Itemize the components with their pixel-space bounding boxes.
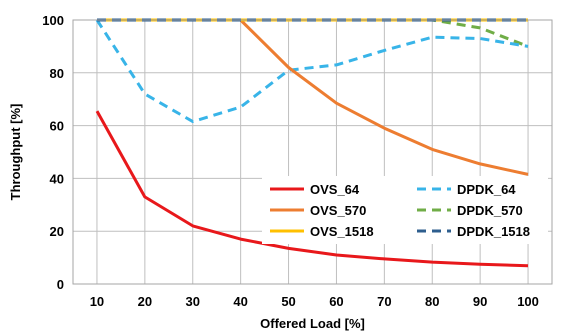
y-axis-ticks: 0 20 40 60 80 100 bbox=[42, 13, 64, 292]
y-tick-label: 40 bbox=[50, 171, 64, 186]
legend: OVS_64 OVS_570 OVS_1518 DPDK_64 DPDK_570 DPDK… bbox=[262, 176, 548, 244]
x-tick-label: 30 bbox=[186, 294, 200, 309]
series-line-dpdk-570 bbox=[97, 18, 529, 48]
legend-label: DPDK_64 bbox=[457, 182, 516, 197]
y-tick-label: 20 bbox=[50, 224, 64, 239]
x-tick-label: 50 bbox=[281, 294, 295, 309]
series-line-ovs-570 bbox=[97, 18, 529, 176]
x-tick-label: 100 bbox=[517, 294, 539, 309]
x-tick-label: 80 bbox=[425, 294, 439, 309]
x-tick-label: 20 bbox=[138, 294, 152, 309]
x-tick-label: 40 bbox=[233, 294, 247, 309]
grid-lines bbox=[73, 19, 552, 285]
series-line-dpdk-64 bbox=[95, 19, 529, 124]
legend-label: DPDK_1518 bbox=[457, 224, 530, 239]
x-tick-label: 60 bbox=[329, 294, 343, 309]
legend-label: OVS_1518 bbox=[310, 224, 374, 239]
x-axis-title: Offered Load [%] bbox=[260, 316, 365, 331]
y-axis-title: Throughput [%] bbox=[8, 104, 23, 201]
legend-label: OVS_570 bbox=[310, 203, 366, 218]
x-tick-label: 70 bbox=[377, 294, 391, 309]
legend-label: OVS_64 bbox=[310, 182, 360, 197]
y-tick-label: 60 bbox=[50, 119, 64, 134]
x-tick-label: 10 bbox=[90, 294, 104, 309]
y-tick-label: 100 bbox=[42, 13, 64, 28]
y-tick-label: 0 bbox=[57, 277, 64, 292]
plot-border bbox=[72, 19, 553, 285]
x-tick-label: 90 bbox=[473, 294, 487, 309]
legend-label: DPDK_570 bbox=[457, 203, 523, 218]
y-tick-label: 80 bbox=[50, 66, 64, 81]
x-axis-ticks: 10 20 30 40 50 60 70 80 90 100 bbox=[90, 294, 539, 309]
series-line-ovs-64 bbox=[95, 110, 529, 268]
legend-background bbox=[262, 176, 548, 244]
